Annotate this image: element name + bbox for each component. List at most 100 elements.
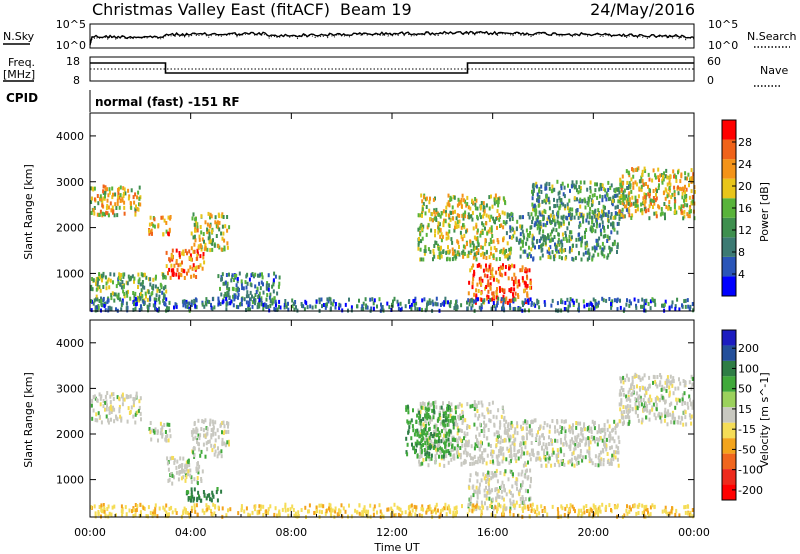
power-cell [254,301,256,306]
velocity-cell [563,462,566,467]
velocity-cell [484,448,487,453]
power-cell [594,208,597,213]
velocity-cell [156,431,159,435]
velocity-cell [620,410,623,415]
power-cell [568,303,571,308]
velocity-cell [106,403,108,408]
velocity-cell [656,384,659,389]
power-colorbar-cell [722,178,736,199]
power-cell [157,224,160,229]
velocity-cell [513,448,516,453]
power-cell [611,299,614,304]
power-cell [444,219,447,224]
power-cell [659,212,662,217]
power-cell [95,294,98,299]
power-cell [225,302,228,307]
power-cell [91,287,94,292]
power-cell [111,205,114,210]
power-cell [609,196,612,201]
velocity-cell [617,450,620,455]
power-colorbar-cell [722,120,736,140]
power-cell [686,298,689,303]
power-cell [143,300,146,305]
velocity-cell [147,514,149,519]
power-cell [272,282,275,287]
power-cell [462,212,465,217]
velocity-cell [572,450,575,455]
velocity-cell [483,457,486,462]
power-cell [563,206,566,211]
velocity-cell [197,490,200,495]
velocity-cell [567,460,570,465]
velocity-cell [608,461,611,466]
power-cell [528,252,531,257]
power-cell [440,211,443,215]
power-cell [614,194,617,198]
power-cell [235,287,238,292]
velocity-cell [422,422,425,427]
power-cell [443,302,446,307]
velocity-cell [665,388,668,393]
velocity-cell [509,491,512,495]
power-cell [95,282,97,287]
velocity-cell [181,469,183,474]
velocity-cell [481,403,484,408]
velocity-cell [365,509,368,514]
power-cell [664,196,667,201]
velocity-cell [472,484,475,489]
power-cell [414,306,417,311]
velocity-cell [568,508,571,513]
velocity-cell [633,504,636,509]
power-cell [223,294,226,299]
power-cell [531,220,534,224]
power-cell [112,192,114,197]
power-cell [133,302,135,307]
velocity-cell [432,404,435,409]
velocity-cell [249,513,251,518]
power-cell [163,286,165,291]
power-cell [203,304,206,309]
velocity-cell [478,413,481,418]
power-cell [133,279,135,284]
velocity-cell [418,415,421,420]
velocity-cell [124,505,127,510]
velocity-cell [597,512,600,517]
power-cell [510,298,513,303]
velocity-cell [297,510,300,515]
power-cell [602,187,605,191]
power-cell [161,215,164,220]
velocity-cell [93,504,96,509]
velocity-cell [614,430,617,435]
power-cell [269,299,272,304]
power-cell [472,247,475,252]
velocity-cell [688,394,691,399]
velocity-cell [538,438,541,443]
power-cell [455,216,458,221]
power-cell [141,282,144,287]
velocity-cell [419,450,422,455]
velocity-cell [512,434,515,439]
power-cell [623,196,626,201]
power-cell [640,187,643,192]
velocity-cell [414,450,416,455]
power-cell [596,182,598,187]
power-cell [657,167,660,172]
power-cell [192,273,195,278]
velocity-cell [113,504,116,509]
power-cell [438,222,441,227]
power-cell [484,242,487,247]
power-cell [232,303,235,308]
velocity-cell [399,507,402,512]
velocity-cell [508,427,511,432]
noise-panel: N.Sky 10^5 10^0 10^5 10^0 N.Search [3,18,797,52]
velocity-cell [670,380,673,385]
power-cell [350,305,353,310]
velocity-cell [445,454,448,459]
power-cell [179,272,182,277]
velocity-cell [547,457,550,461]
power-cell [233,278,235,282]
velocity-cell [262,513,265,517]
velocity-cell [463,431,466,436]
velocity-cell [281,507,284,512]
